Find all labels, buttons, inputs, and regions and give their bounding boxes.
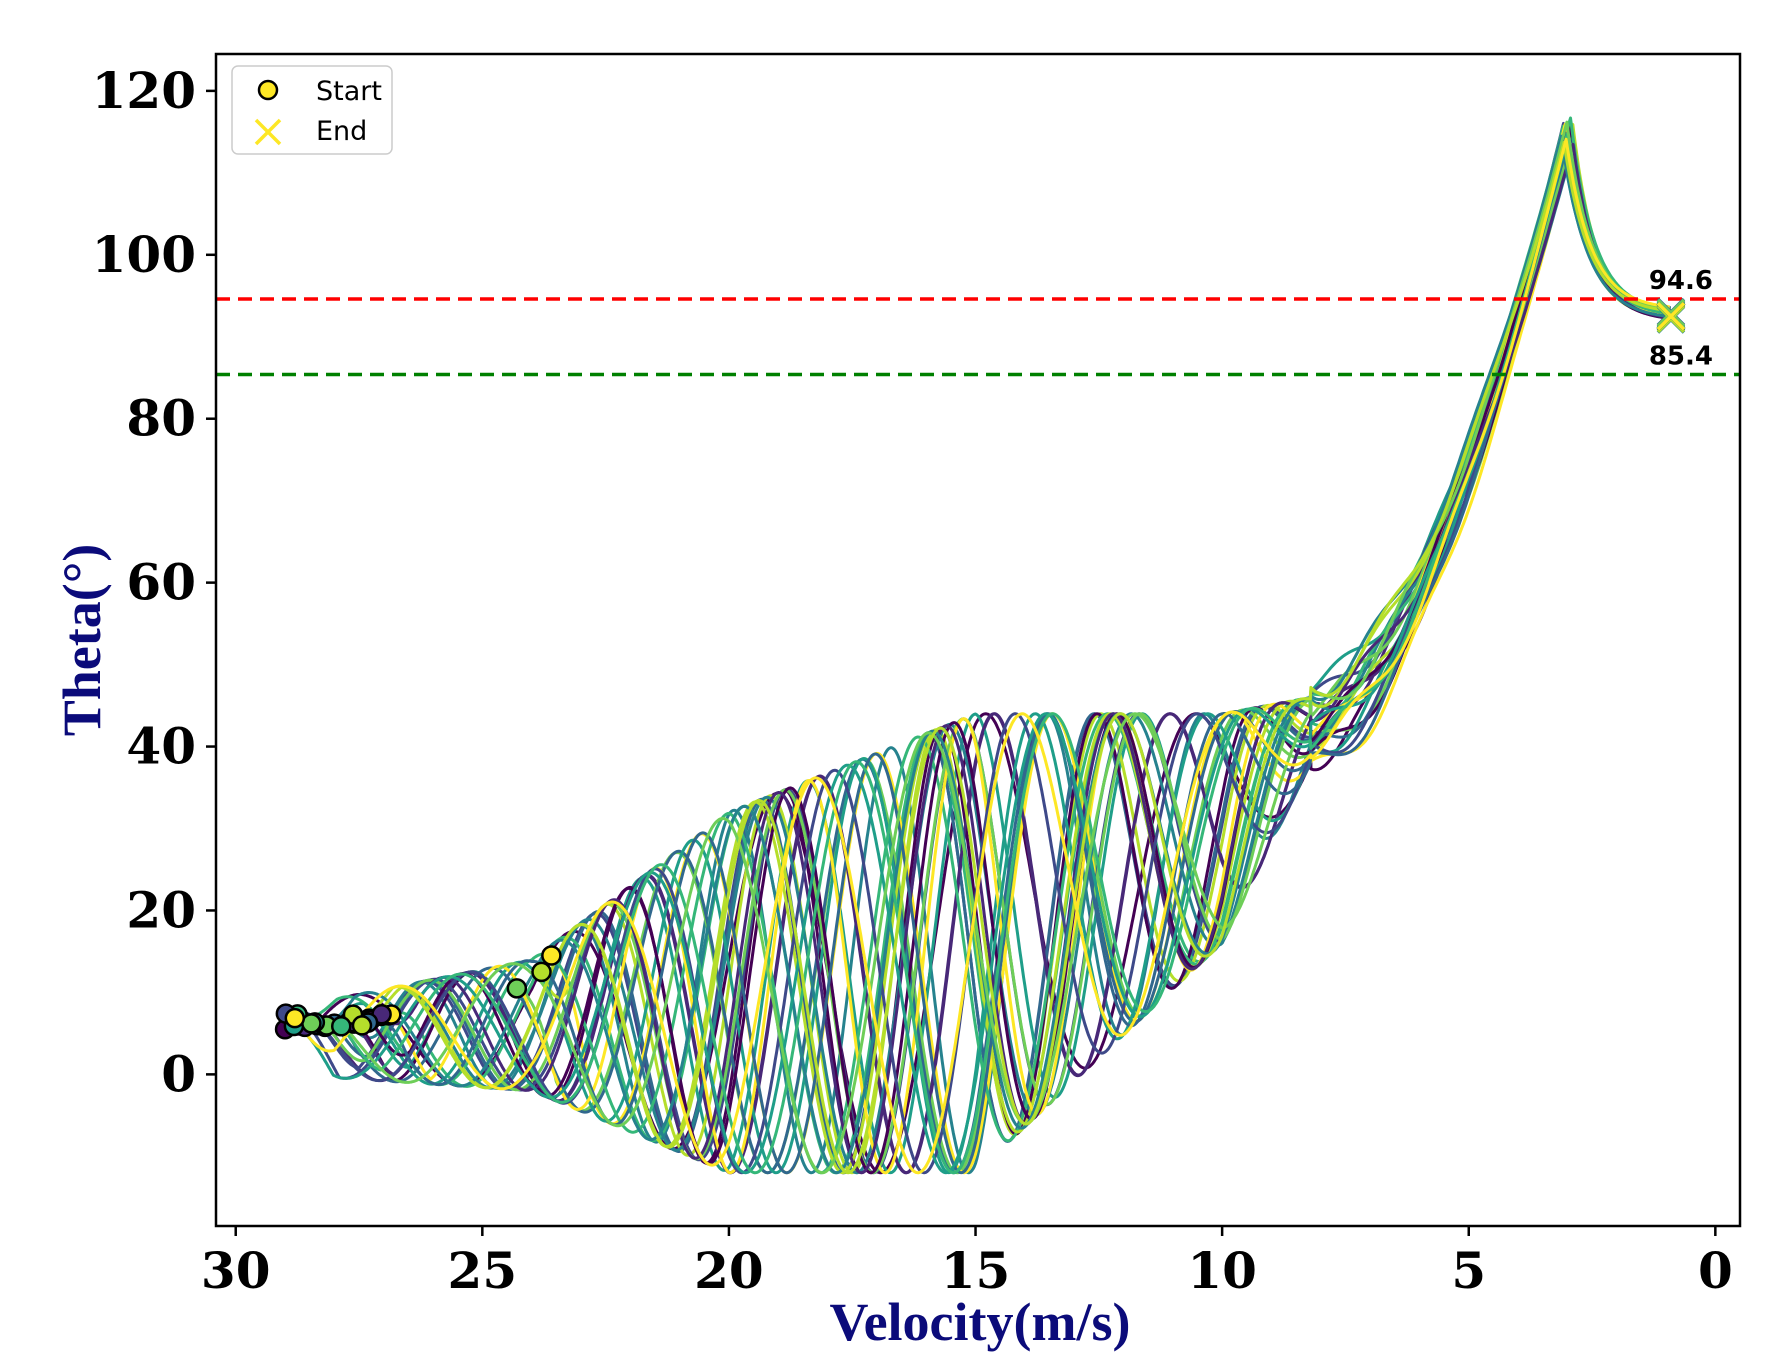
reference-label-94.6: 94.6 xyxy=(1649,266,1713,296)
end-marker-run-8 xyxy=(1656,298,1686,328)
y-tick-label-100: 100 xyxy=(92,225,196,284)
x-tick-label-10: 10 xyxy=(1187,1241,1257,1300)
series-line-run-22 xyxy=(380,142,1671,1175)
series-line-run-20 xyxy=(390,122,1671,1175)
y-tick-label-20: 20 xyxy=(126,880,196,939)
series-line-run-18 xyxy=(325,142,1670,1175)
x-tick-label-20: 20 xyxy=(694,1241,764,1300)
start-marker-run-27 xyxy=(330,1015,352,1037)
series-line-run-25 xyxy=(314,134,1671,1175)
y-tick-label-60: 60 xyxy=(126,553,196,612)
start-marker-run-10 xyxy=(541,945,562,966)
start-marker-run-28 xyxy=(301,1013,322,1034)
start-marker-run-9 xyxy=(531,961,552,983)
x-axis-title: Velocity(m/s) xyxy=(830,1292,1131,1352)
series-line-run-28 xyxy=(310,120,1671,1175)
legend-end-marker xyxy=(254,118,282,146)
legend: Start End xyxy=(231,65,393,155)
y-tick-label-0: 0 xyxy=(161,1044,196,1103)
markers-group xyxy=(274,297,1686,1040)
reference-lines: 94.6 85.4 xyxy=(216,266,1740,377)
x-tick-label-15: 15 xyxy=(941,1241,1011,1300)
series-line-run-26 xyxy=(293,139,1671,1175)
x-tick-label-30: 30 xyxy=(201,1241,271,1300)
y-tick-label-80: 80 xyxy=(126,389,196,448)
reference-label-85.4: 85.4 xyxy=(1649,341,1713,371)
legend-start-label: Start xyxy=(316,76,382,107)
y-tick-label-120: 120 xyxy=(92,61,196,120)
x-tick-label-0: 0 xyxy=(1698,1241,1733,1300)
x-tick-label-25: 25 xyxy=(448,1241,518,1300)
end-marker-run-30 xyxy=(1656,302,1686,331)
x-tick-label-5: 5 xyxy=(1451,1241,1486,1300)
start-marker-run-8 xyxy=(506,978,528,999)
series-group xyxy=(284,116,1672,1175)
y-tick-label-40: 40 xyxy=(126,717,196,776)
axes: 30 25 20 15 10 5 0 0 20 40 60 80 100 120 xyxy=(92,52,1742,1300)
legend-end-label: End xyxy=(316,116,367,147)
series-line-run-23 xyxy=(285,142,1670,1175)
legend-start-marker xyxy=(257,79,279,101)
start-marker-run-29 xyxy=(351,1015,373,1036)
series-line-run-17 xyxy=(296,116,1670,1175)
y-axis-title: Theta(°) xyxy=(52,544,112,737)
series-line-run-30 xyxy=(293,137,1670,1175)
series-line-run-27 xyxy=(340,132,1671,1175)
axes-frame xyxy=(214,52,1742,1228)
start-marker-run-30 xyxy=(284,1007,306,1029)
